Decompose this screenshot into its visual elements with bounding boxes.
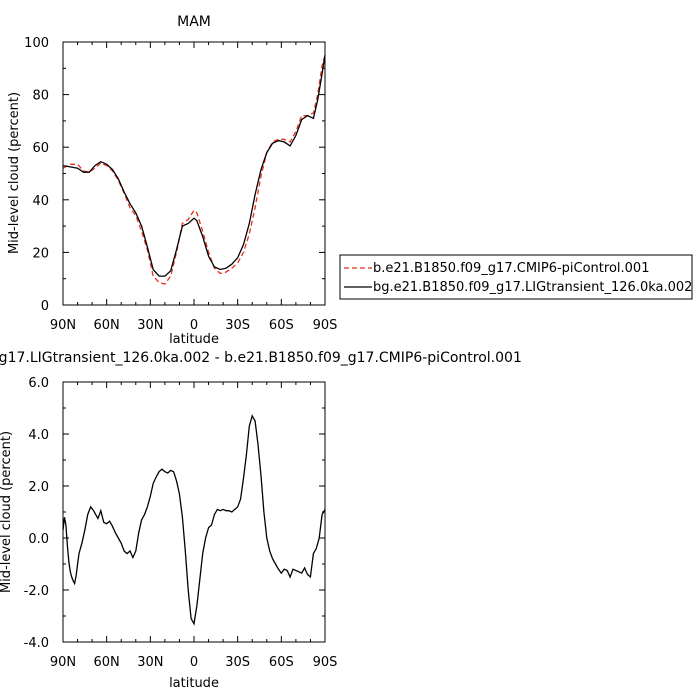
bottom-x-tick-label: 30S [225,655,250,670]
top-x-tick-label: 60S [269,318,294,333]
top-y-tick-label: 80 [32,89,49,104]
bottom-y-tick-label: 4.0 [28,428,49,443]
bottom-y-tick-label: -2.0 [24,584,49,599]
top-x-tick-label: 60N [94,318,120,333]
top-y-tick-label: 40 [32,194,49,209]
panel-top: MAM 90N 60N 30N 0 30S 60S 90S 0 20 40 60 80 100 lat… [7,14,337,347]
bottom-x-tick-label: 30N [137,655,163,670]
bottom-y-tick-label: 0.0 [28,532,49,547]
top-x-tick-label: 90S [313,318,338,333]
top-y-tick-label: 0 [41,299,49,314]
top-x-tick-label: 0 [190,318,198,333]
bottom-y-axis: -4.0 -2.0 0.0 2.0 4.0 6.0 [24,376,325,651]
legend: b.e21.B1850.f09_g17.CMIP6-piControl.001 … [339,254,693,300]
top-title: MAM [177,14,211,30]
top-x-axis: 90N 60N 30N 0 30S 60S 90S [50,42,338,333]
top-x-tick-label: 90N [50,318,76,333]
bottom-x-tick-label: 60S [269,655,294,670]
top-y-axis-label: Mid-level cloud (percent) [7,92,22,254]
bottom-y-tick-label: 6.0 [28,376,49,391]
legend-box [339,254,693,300]
top-series-ligtransient-line [62,55,326,277]
bottom-series-difference-line [62,414,326,626]
bottom-x-axis: 90N 60N 30N 0 30S 60S 90S [50,382,338,670]
bottom-x-tick-label: 0 [190,655,198,670]
top-x-axis-label: latitude [169,332,219,347]
top-y-axis: 0 20 40 60 80 100 [24,36,325,314]
top-x-tick-label: 30S [225,318,250,333]
legend-label-control: b.e21.B1850.f09_g17.CMIP6-piControl.001 [373,261,649,276]
top-y-tick-label: 60 [32,141,49,156]
bottom-plot-frame [62,381,326,643]
bottom-title: bg.e21.B1850.f09_g17.LIGtransient_126.0k… [0,350,522,366]
top-y-tick-label: 100 [24,36,49,51]
top-x-tick-label: 30N [137,318,163,333]
bottom-y-tick-label: 2.0 [28,480,49,495]
legend-label-ligtransient: bg.e21.B1850.f09_g17.LIGtransient_126.0k… [373,280,692,295]
panel-bottom: bg.e21.B1850.f09_g17.LIGtransient_126.0k… [0,350,522,691]
top-plot-frame [62,41,326,306]
top-series-control-line [62,55,326,285]
bottom-x-tick-label: 60N [94,655,120,670]
top-y-tick-label: 20 [32,246,49,261]
bottom-y-tick-label: -4.0 [24,636,49,651]
bottom-x-axis-label: latitude [169,676,219,691]
bottom-x-tick-label: 90N [50,655,76,670]
bottom-x-tick-label: 90S [313,655,338,670]
bottom-y-axis-label: Mid-level cloud (percent) [0,431,14,593]
